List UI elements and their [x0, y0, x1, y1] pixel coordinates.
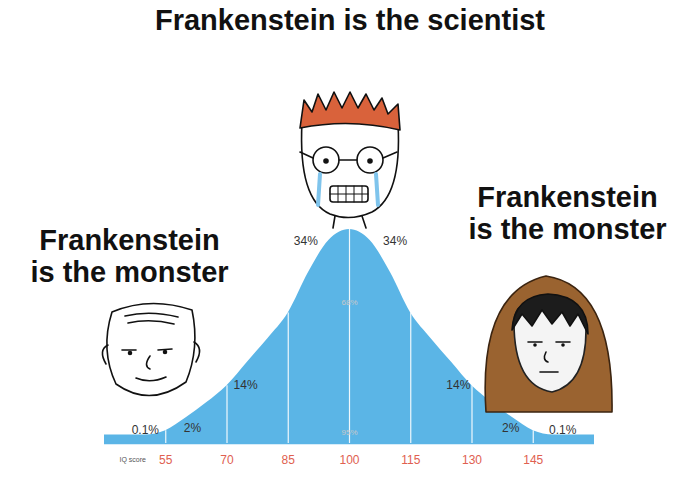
- svg-text:2%: 2%: [502, 421, 520, 435]
- svg-text:2%: 2%: [184, 421, 202, 435]
- svg-text:55: 55: [159, 453, 173, 467]
- svg-text:100: 100: [339, 453, 359, 467]
- svg-text:14%: 14%: [446, 378, 470, 392]
- svg-text:0.1%: 0.1%: [132, 423, 160, 437]
- html-text:Frankenstein is the scientist: Frankenstein is the scientist: [155, 4, 545, 36]
- svg-text:IQ score: IQ score: [120, 456, 147, 464]
- svg-text:85: 85: [282, 453, 296, 467]
- svg-text:70: 70: [220, 453, 234, 467]
- svg-text:130: 130: [462, 453, 482, 467]
- svg-text:0.1%: 0.1%: [549, 423, 577, 437]
- html-text:Frankenstein is the monster: Frankenstein is the monster: [468, 181, 667, 245]
- svg-text:34%: 34%: [383, 234, 407, 248]
- svg-text:68%: 68%: [341, 298, 357, 307]
- svg-text:115: 115: [401, 453, 420, 467]
- svg-text:95%: 95%: [341, 428, 357, 437]
- svg-text:34%: 34%: [294, 234, 318, 248]
- html-text:Frankenstein is the monster: Frankenstein is the monster: [30, 224, 229, 288]
- svg-text:145: 145: [523, 453, 543, 467]
- svg-text:14%: 14%: [234, 378, 258, 392]
